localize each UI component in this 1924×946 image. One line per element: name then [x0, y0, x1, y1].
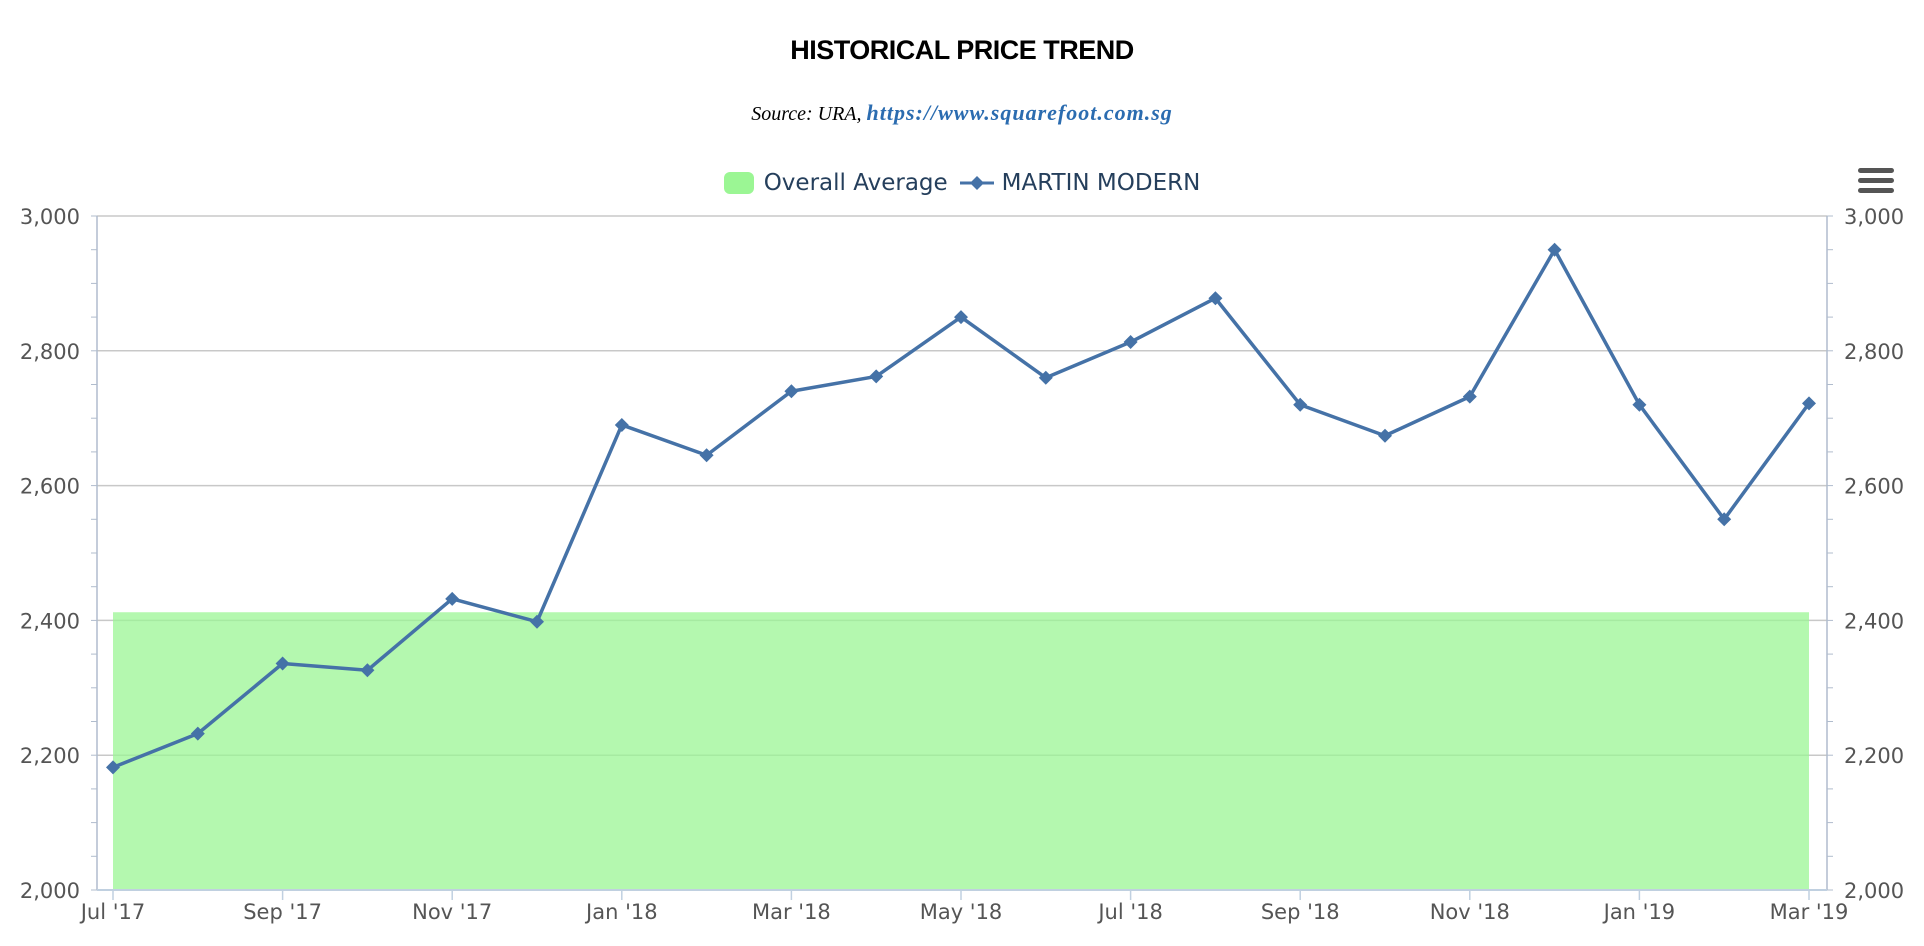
chart-subtitle: Source: URA, https://www.squarefoot.com.… [0, 100, 1924, 126]
data-point-diamond [106, 760, 120, 775]
data-point-diamond [954, 310, 968, 325]
legend-item-martin-modern[interactable]: MARTIN MODERN [959, 170, 1201, 196]
y-tick-label-left: 2,000 [20, 879, 80, 903]
data-point-diamond [699, 448, 714, 463]
y-tick-label-right: 2,600 [1844, 475, 1904, 499]
y-tick-label-right: 2,800 [1844, 340, 1904, 364]
x-tick-label: Jan '19 [1602, 900, 1676, 924]
y-tick-label-left: 2,800 [20, 340, 80, 364]
data-point-diamond [190, 726, 205, 741]
data-point-diamond [614, 417, 629, 432]
x-tick-label: Mar '19 [1770, 900, 1849, 924]
overall-average-area [113, 612, 1809, 890]
data-point-diamond [1293, 397, 1308, 412]
data-point-diamond [275, 656, 290, 671]
y-tick-label-right: 2,000 [1844, 879, 1904, 903]
data-point-diamond [1208, 291, 1223, 306]
y-tick-label-left: 3,000 [20, 205, 80, 229]
subtitle-link[interactable]: https://www.squarefoot.com.sg [866, 100, 1173, 125]
x-tick-label: Jul '18 [1096, 900, 1163, 924]
data-point-diamond [1462, 389, 1477, 404]
x-tick-label: Mar '18 [752, 900, 831, 924]
x-tick-label: Jul '17 [79, 900, 146, 924]
data-point-diamond [1123, 335, 1138, 350]
data-point-diamond [1717, 512, 1732, 527]
legend-label-overall-average: Overall Average [763, 170, 948, 196]
chart-legend: Overall Average MARTIN MODERN [0, 170, 1924, 196]
data-point-diamond [360, 663, 375, 678]
legend-item-overall-average[interactable]: Overall Average [723, 170, 948, 196]
data-point-diamond [1378, 428, 1392, 443]
data-point-diamond [1632, 397, 1647, 412]
x-tick-label: Sep '17 [243, 900, 322, 924]
x-tick-label: May '18 [920, 900, 1003, 924]
legend-label-martin-modern: MARTIN MODERN [1001, 170, 1201, 196]
y-tick-label-right: 3,000 [1844, 205, 1904, 229]
x-tick-label: Nov '17 [412, 900, 492, 924]
data-point-diamond [530, 614, 544, 629]
x-tick-label: Jan '18 [584, 900, 658, 924]
y-tick-label-right: 2,200 [1844, 744, 1904, 768]
data-point-diamond [784, 384, 799, 399]
y-tick-label-left: 2,200 [20, 744, 80, 768]
subtitle-source: Source: URA, [751, 103, 867, 125]
y-tick-label-left: 2,600 [20, 475, 80, 499]
x-tick-label: Nov '18 [1430, 900, 1510, 924]
y-tick-label-right: 2,400 [1844, 609, 1904, 633]
hamburger-menu-icon[interactable] [1858, 168, 1894, 198]
chart-title: HISTORICAL PRICE TREND [790, 35, 1134, 65]
data-point-diamond [445, 591, 460, 606]
data-point-diamond [1038, 370, 1053, 385]
legend-area-swatch [723, 172, 754, 194]
data-point-diamond [869, 369, 884, 384]
legend-line-diamond-icon [959, 176, 994, 190]
y-tick-label-left: 2,400 [20, 609, 80, 633]
data-point-diamond [1547, 242, 1562, 257]
data-point-diamond [1802, 396, 1816, 411]
x-tick-label: Sep '18 [1261, 900, 1340, 924]
